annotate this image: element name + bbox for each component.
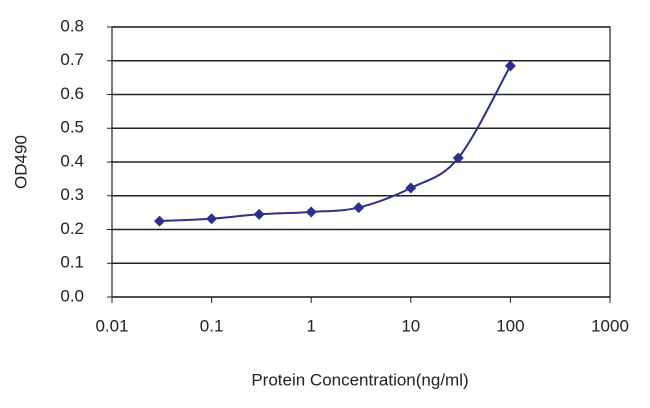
y-tick-label: 0.0	[60, 286, 84, 305]
x-tick-label: 100	[496, 316, 524, 335]
y-axis-label: OD490	[11, 135, 30, 189]
data-point	[253, 208, 265, 220]
x-tick-label: 10	[401, 316, 420, 335]
x-tick-label: 0.1	[200, 316, 224, 335]
data-point	[405, 182, 417, 194]
y-tick-label: 0.1	[60, 253, 84, 272]
data-point	[452, 152, 464, 164]
x-tick-label: 1	[306, 316, 315, 335]
y-tick-label: 0.5	[60, 118, 84, 137]
data-point	[206, 213, 218, 225]
y-tick-label: 0.4	[60, 151, 84, 170]
y-tick-label: 0.2	[60, 219, 84, 238]
y-tick-label: 0.7	[60, 50, 84, 69]
x-axis-label: Protein Concentration(ng/ml)	[251, 370, 468, 389]
data-point	[353, 202, 365, 214]
x-tick-label: 0.01	[95, 316, 128, 335]
y-tick-label: 0.6	[60, 84, 84, 103]
data-point	[154, 215, 166, 227]
data-point	[504, 60, 516, 72]
y-tick-label: 0.3	[60, 185, 84, 204]
y-tick-label: 0.8	[60, 16, 84, 35]
x-tick-label: 1000	[591, 316, 629, 335]
data-point	[305, 206, 317, 218]
